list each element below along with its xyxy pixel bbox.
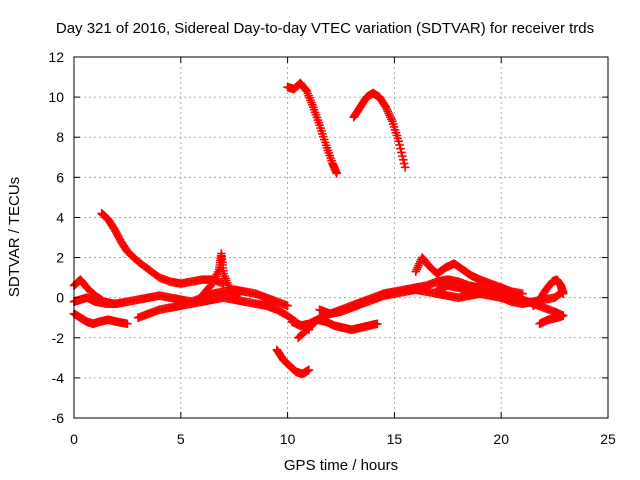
y-tick-label: 10: [48, 89, 64, 105]
data-point: [558, 289, 568, 298]
series-arc-4: [133, 293, 314, 335]
grid-lines: [74, 57, 608, 418]
series-arc-16: [432, 281, 527, 304]
x-tick-label: 15: [387, 431, 403, 447]
data-point: [400, 163, 410, 172]
series-arc-3: [69, 309, 132, 329]
y-tick-label: 4: [56, 209, 64, 225]
data-point: [304, 365, 314, 375]
series-arc-14: [528, 275, 568, 310]
y-tick-label: 0: [56, 290, 64, 306]
data-point: [231, 290, 240, 300]
data-point: [283, 301, 292, 310]
data-point: [558, 311, 568, 321]
series-arc-9: [349, 88, 410, 172]
axis-ticks: 0 5 10 15 20 25 -6 -4 -2 0 2 4 6 8 10 12: [48, 49, 616, 447]
series-arc-7: [272, 345, 314, 379]
data-point: [232, 291, 241, 300]
y-tick-label: -6: [52, 410, 65, 426]
x-tick-label: 20: [493, 431, 509, 447]
y-tick-label: -2: [52, 330, 65, 346]
data-point: [398, 151, 407, 161]
data-point: [395, 140, 404, 150]
x-axis-label: GPS time / hours: [284, 457, 398, 474]
series-arc-5: [69, 275, 117, 308]
y-tick-label: 6: [56, 169, 64, 185]
x-tick-label: 0: [70, 431, 78, 447]
data-point: [397, 148, 406, 157]
series-arc-6: [197, 249, 241, 300]
chart-title: Day 321 of 2016, Sidereal Day-to-day VTE…: [56, 20, 594, 37]
y-tick-label: 12: [48, 49, 64, 65]
x-tick-label: 25: [600, 431, 616, 447]
series-arc-1: [97, 209, 228, 288]
data-point: [398, 155, 408, 165]
data-point: [332, 169, 342, 178]
data-marks: [69, 78, 568, 379]
data-point: [373, 319, 382, 329]
data-point: [123, 319, 132, 329]
x-tick-label: 10: [280, 431, 296, 447]
y-tick-label: -4: [52, 370, 65, 386]
data-point: [394, 136, 403, 146]
series-arc-11: [287, 315, 382, 335]
y-axis-label: SDTVAR / TECUs: [6, 177, 23, 297]
x-tick-label: 5: [177, 431, 185, 447]
plot-frame: [73, 56, 609, 419]
data-point: [108, 299, 117, 308]
series-arc-15: [535, 311, 568, 329]
data-point: [518, 295, 527, 304]
data-point: [399, 159, 409, 168]
series-arc-13: [411, 253, 527, 298]
series-arc-8: [283, 78, 342, 178]
data-point: [396, 144, 405, 153]
y-tick-label: 2: [56, 250, 64, 266]
y-tick-label: 8: [56, 129, 64, 145]
